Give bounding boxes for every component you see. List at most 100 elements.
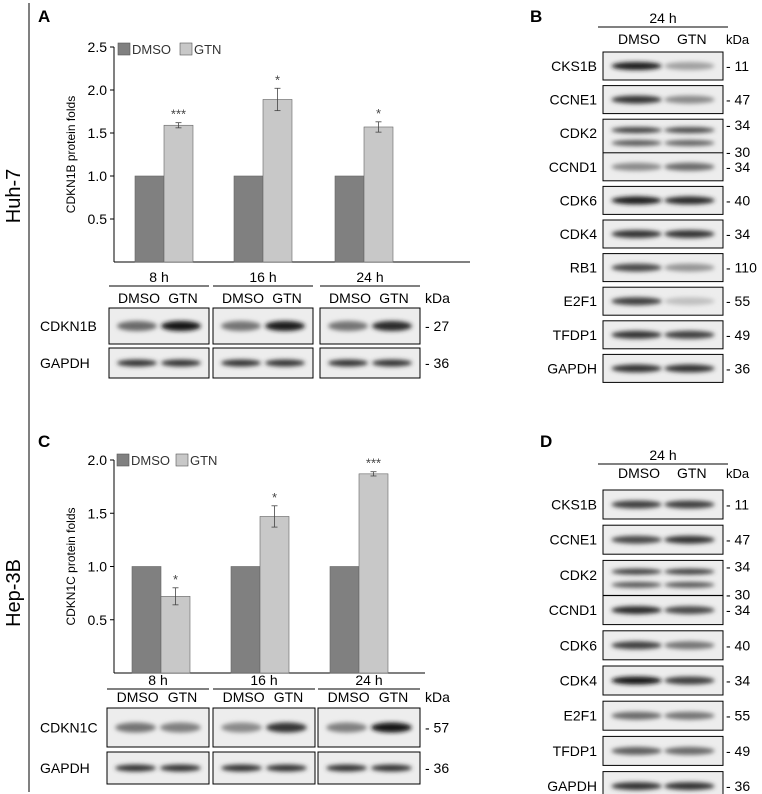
y-axis-label: CDKN1C protein folds: [64, 507, 78, 625]
blot-band: [372, 321, 412, 331]
blot-band: [664, 162, 715, 171]
blot-band: [221, 764, 262, 772]
side-label-bottom: Hep-3B: [3, 559, 25, 627]
y-tick-label: 1.5: [88, 125, 108, 141]
blot-band: [611, 606, 662, 615]
blot-band: [611, 230, 662, 238]
blot-band: [611, 746, 662, 755]
significance-label: ***: [366, 456, 381, 471]
kda-label: kDa: [726, 466, 750, 481]
blot-kda-label: - 49: [726, 327, 750, 343]
blot-band: [611, 263, 662, 272]
blot-band: [266, 722, 307, 733]
blot-kda-label: - 36: [726, 360, 750, 376]
blot-protein-label: CCND1: [549, 159, 597, 175]
blot-band: [664, 263, 715, 272]
blot-kda-label: - 49: [726, 743, 750, 759]
blot-band: [611, 140, 662, 146]
blot-band: [664, 196, 715, 205]
lane-label: DMSO: [329, 290, 371, 306]
y-tick-label: 1.0: [88, 559, 108, 575]
lane-label: DMSO: [223, 689, 265, 705]
blot-protein-label: CCNE1: [550, 532, 598, 548]
blot-kda-label: - 34: [726, 673, 750, 689]
legend-swatch: [175, 453, 189, 467]
blot-box: [602, 118, 724, 154]
blot-band: [664, 95, 715, 104]
blot-band: [160, 764, 201, 772]
blot-band: [221, 359, 261, 367]
panel-letter-b: B: [530, 7, 542, 26]
blot-band: [664, 641, 715, 650]
blot-kda-label: - 55: [726, 293, 750, 309]
y-tick-label: 2.0: [88, 82, 108, 98]
blot-band: [611, 581, 662, 588]
time-label: 24 h: [649, 10, 676, 26]
legend-label: DMSO: [132, 42, 171, 57]
panel-a-chart: 0.5 1.0 1.5 2.0 2.5 CDKN1B protein folds DMSO G…: [40, 39, 470, 379]
bar-gtn: [363, 126, 394, 263]
time-label: 16 h: [250, 672, 277, 688]
blot-protein-label: TFDP1: [553, 327, 598, 343]
time-label: 24 h: [649, 447, 676, 463]
blot-kda-label: - 110: [726, 260, 757, 276]
lane-label: GTN: [274, 689, 304, 705]
bar-gtn: [163, 124, 194, 263]
blot-band: [115, 764, 156, 772]
blot-band: [611, 162, 662, 171]
lane-label: GTN: [677, 465, 707, 481]
blot-band: [328, 359, 368, 367]
bar-dmso: [230, 566, 261, 674]
significance-label: *: [376, 106, 381, 121]
lane-label: DMSO: [118, 290, 160, 306]
blot-protein-label: CKS1B: [551, 497, 597, 513]
lane-label: DMSO: [117, 689, 159, 705]
blot-kda-label: - 36: [726, 778, 750, 794]
blot-kda-label: - 57: [425, 720, 449, 736]
legend-label: DMSO: [131, 453, 170, 468]
lane-label: DMSO: [618, 465, 660, 481]
blot-kda-label: - 36: [425, 760, 449, 776]
panel-d-blots: 24 h DMSO GTN kDa CKS1B - 11 CCNE1 - 47 CDK2 - 34…: [547, 447, 750, 794]
blot-protein-label: CDK2: [560, 567, 598, 583]
lane-label: GTN: [168, 689, 198, 705]
blot-band: [611, 568, 662, 575]
blot-band: [611, 641, 662, 650]
blot-band: [372, 359, 412, 367]
panel-letter-d: D: [540, 432, 552, 451]
blot-band: [611, 535, 662, 544]
blot-band: [611, 711, 662, 720]
side-label-top: Huh-7: [3, 169, 25, 223]
bar-gtn: [259, 516, 290, 674]
lane-label: GTN: [379, 689, 409, 705]
blot-kda-label: - 27: [425, 318, 449, 334]
bar-gtn: [262, 99, 293, 263]
blot-band: [664, 364, 715, 373]
blot-band: [664, 230, 715, 238]
lane-label: GTN: [677, 31, 707, 47]
blot-kda-label: - 34: [726, 117, 750, 133]
blot-band: [265, 359, 305, 367]
blot-band: [117, 321, 157, 331]
significance-label: *: [275, 72, 280, 87]
blot-band: [371, 722, 412, 733]
kda-label: kDa: [425, 689, 450, 705]
blot-band: [664, 127, 715, 134]
bar-dmso: [131, 566, 162, 674]
blot-band: [664, 500, 715, 509]
time-label: 8 h: [148, 672, 167, 688]
blot-protein-label: GAPDH: [547, 778, 597, 794]
blot-band: [611, 62, 662, 70]
blot-band: [266, 764, 307, 772]
time-label: 24 h: [356, 269, 383, 285]
blot-protein-label: CKS1B: [551, 58, 597, 74]
blot-kda-label: - 11: [726, 497, 749, 513]
legend-swatch: [179, 42, 193, 56]
blot-band: [328, 321, 368, 331]
legend-label: GTN: [190, 453, 217, 468]
blot-protein-label: TFDP1: [553, 743, 598, 759]
blot-protein-label: RB1: [570, 260, 597, 276]
panel-c-chart: 0.5 1.0 1.5 2.0 CDKN1C protein folds DMSO GTN *…: [40, 452, 450, 785]
kda-label: kDa: [425, 290, 450, 306]
